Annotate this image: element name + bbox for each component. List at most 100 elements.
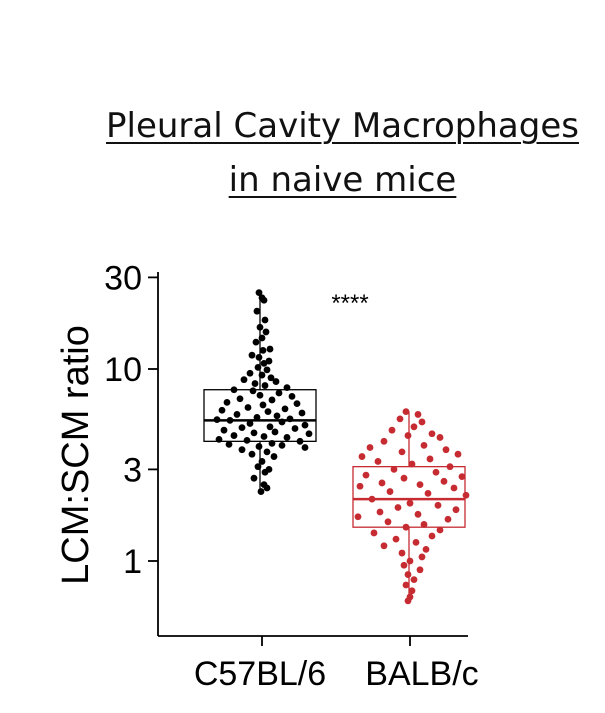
data-point bbox=[261, 316, 269, 324]
box-iqr bbox=[203, 389, 317, 442]
data-point bbox=[388, 426, 396, 434]
data-point bbox=[420, 442, 428, 449]
data-point bbox=[283, 434, 291, 441]
data-point bbox=[260, 359, 268, 367]
data-point bbox=[406, 499, 414, 507]
data-point bbox=[410, 576, 418, 584]
y-tick-label: 1 bbox=[123, 543, 142, 581]
data-point bbox=[213, 416, 221, 424]
data-point bbox=[226, 416, 234, 424]
data-point bbox=[293, 400, 301, 408]
data-point bbox=[458, 473, 466, 481]
data-point bbox=[410, 423, 418, 431]
data-point bbox=[380, 542, 388, 550]
data-point bbox=[454, 450, 462, 458]
data-point bbox=[252, 338, 260, 346]
data-point bbox=[251, 380, 259, 387]
data-point bbox=[446, 463, 454, 471]
data-point bbox=[362, 471, 370, 479]
data-point bbox=[258, 371, 266, 379]
data-point bbox=[416, 566, 424, 574]
data-point bbox=[386, 488, 394, 495]
data-point bbox=[259, 346, 267, 354]
data-points bbox=[213, 289, 470, 605]
chart-title-line-2: in naive mice bbox=[228, 160, 457, 200]
data-point bbox=[368, 495, 376, 503]
data-point bbox=[462, 491, 470, 499]
significance-marker: **** bbox=[331, 290, 368, 317]
data-point bbox=[428, 532, 436, 540]
data-point bbox=[261, 382, 269, 389]
data-point bbox=[257, 488, 265, 495]
y-ticks: 1 3 10 30 bbox=[104, 259, 158, 581]
data-point bbox=[248, 450, 256, 458]
data-point bbox=[259, 401, 267, 409]
data-point bbox=[260, 433, 268, 440]
data-point bbox=[384, 518, 392, 526]
data-point bbox=[268, 439, 276, 447]
data-point bbox=[450, 484, 458, 492]
data-point bbox=[278, 442, 286, 449]
data-point bbox=[358, 453, 366, 460]
data-point bbox=[404, 432, 412, 439]
y-axis-label: LCM:SCM ratio bbox=[55, 325, 97, 585]
data-point bbox=[272, 378, 280, 385]
data-point bbox=[271, 428, 279, 436]
x-tick-label: C57BL/6 bbox=[194, 655, 326, 693]
data-point bbox=[246, 420, 254, 427]
data-point bbox=[263, 366, 271, 374]
data-point bbox=[256, 323, 264, 331]
data-point bbox=[402, 408, 410, 415]
data-point bbox=[244, 404, 252, 411]
data-point bbox=[225, 440, 233, 448]
data-point bbox=[253, 413, 261, 421]
data-point bbox=[380, 437, 388, 445]
data-point bbox=[408, 587, 416, 595]
data-point bbox=[394, 504, 402, 511]
data-point bbox=[267, 374, 275, 382]
data-point bbox=[273, 412, 281, 420]
data-point bbox=[270, 453, 278, 460]
y-tick-label: 10 bbox=[104, 351, 142, 389]
data-point bbox=[298, 409, 306, 417]
data-point bbox=[243, 436, 251, 444]
data-point bbox=[436, 434, 444, 441]
data-point bbox=[260, 296, 268, 304]
data-point bbox=[404, 597, 412, 605]
data-point bbox=[233, 411, 241, 418]
y-tick-label: 30 bbox=[104, 259, 142, 297]
data-point bbox=[398, 549, 406, 557]
data-point bbox=[422, 545, 430, 553]
data-point bbox=[374, 458, 382, 465]
data-point bbox=[218, 406, 226, 414]
data-point bbox=[238, 424, 246, 432]
data-point bbox=[258, 458, 266, 465]
data-point bbox=[220, 426, 228, 434]
data-point bbox=[281, 405, 289, 413]
data-point bbox=[416, 481, 424, 488]
data-point bbox=[370, 529, 378, 537]
data-point bbox=[248, 351, 256, 359]
data-point bbox=[305, 430, 313, 438]
data-point bbox=[240, 376, 248, 384]
data-point bbox=[263, 448, 271, 456]
data-point bbox=[378, 479, 386, 487]
data-point bbox=[434, 501, 442, 509]
data-point bbox=[249, 387, 257, 395]
data-point bbox=[420, 521, 428, 528]
data-point bbox=[230, 386, 238, 394]
data-point bbox=[354, 513, 362, 521]
data-point bbox=[414, 411, 422, 418]
x-tick-label: BALB/c bbox=[365, 655, 478, 693]
data-point bbox=[426, 455, 434, 463]
data-point bbox=[452, 506, 460, 514]
data-point bbox=[444, 515, 452, 523]
data-point bbox=[250, 474, 258, 482]
data-point bbox=[255, 443, 263, 450]
data-point bbox=[436, 526, 444, 534]
data-point bbox=[424, 489, 432, 497]
data-point bbox=[414, 510, 422, 518]
data-point bbox=[268, 396, 276, 404]
data-point bbox=[264, 408, 272, 415]
data-point bbox=[432, 468, 440, 476]
